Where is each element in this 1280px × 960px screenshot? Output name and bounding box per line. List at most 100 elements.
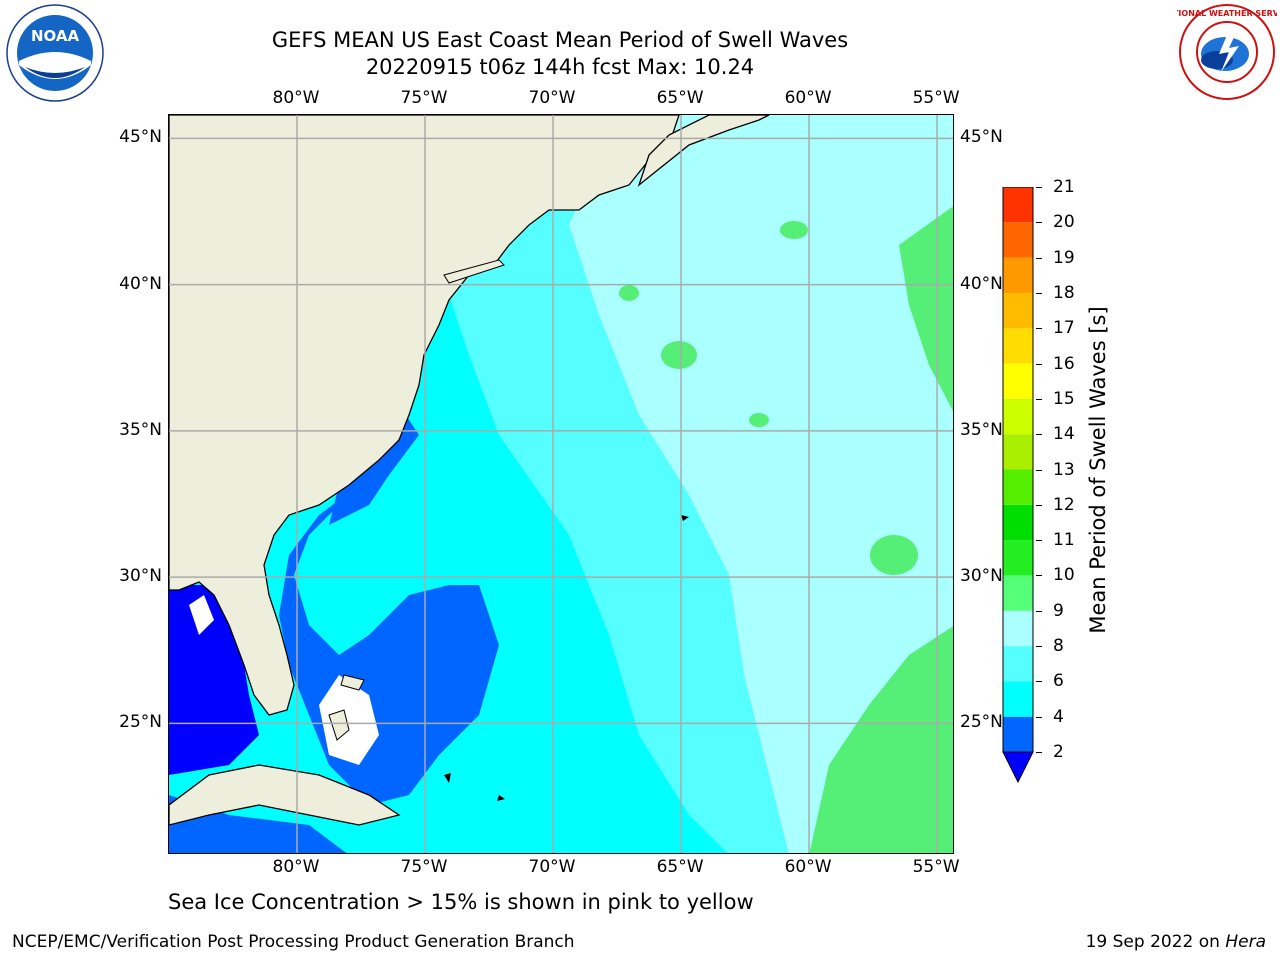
band-4-6-caribbean	[169, 795, 347, 853]
land-hispaniola-north	[497, 795, 505, 801]
map-panel	[168, 114, 954, 854]
lat-tick-left: 30°N	[119, 566, 162, 587]
colorbar-swatch	[1003, 716, 1033, 752]
colorbar-tick-mark	[1036, 610, 1042, 612]
patch-9-10-c	[780, 221, 808, 239]
colorbar-tick-mark	[1036, 469, 1042, 471]
patch-9-10-d	[619, 285, 639, 301]
colorbar-tick-label: 4	[1053, 706, 1064, 727]
colorbar-tick-mark	[1036, 752, 1042, 753]
colorbar-tick-mark	[1036, 504, 1042, 506]
lon-tick-top: 80°W	[272, 88, 320, 108]
colorbar-tick-label: 18	[1053, 282, 1075, 303]
land-long-island	[443, 259, 505, 284]
footer-date-text: 19 Sep 2022 on	[1085, 932, 1226, 952]
lat-tick-right: 45°N	[960, 127, 1003, 148]
colorbar-tick-label: 10	[1053, 565, 1075, 586]
colorbar-tick-mark	[1036, 716, 1042, 718]
lon-tick-bottom: 70°W	[528, 857, 576, 877]
colorbar-swatch	[1003, 363, 1033, 399]
band-9-10-southeast	[809, 626, 953, 853]
svg-text:NOAA: NOAA	[31, 27, 80, 45]
colorbar-swatch	[1003, 575, 1033, 611]
colorbar-tick-mark	[1036, 292, 1042, 294]
land-bahamas-andros	[328, 709, 350, 741]
patch-9-10-b	[661, 341, 697, 369]
colorbar-swatch	[1003, 610, 1033, 647]
land-nova-scotia	[637, 115, 770, 187]
patch-9-10-a	[870, 535, 918, 575]
lat-tick-left: 40°N	[119, 273, 162, 294]
colorbar-tick-label: 11	[1053, 530, 1075, 551]
lon-tick-bottom: 55°W	[912, 857, 960, 877]
patch-9-10-e	[749, 413, 769, 427]
lon-tick-top: 55°W	[912, 88, 960, 108]
footer-credit: NCEP/EMC/Verification Post Processing Pr…	[12, 932, 575, 952]
colorbar-tick-label: 6	[1053, 671, 1064, 692]
colorbar-tick-label: 13	[1053, 459, 1075, 480]
missing-data-bahamas	[319, 675, 379, 765]
colorbar-tick-label: 8	[1053, 636, 1064, 657]
colorbar-tick-mark	[1036, 681, 1042, 683]
land-bermuda	[681, 515, 689, 521]
lon-tick-top: 75°W	[400, 88, 448, 108]
missing-data-gulf	[189, 595, 214, 635]
svg-text:NATIONAL WEATHER SERVICE: NATIONAL WEATHER SERVICE	[1177, 9, 1277, 18]
nws-logo-icon: NATIONAL WEATHER SERVICE	[1161, 2, 1280, 102]
colorbar-swatch	[1003, 646, 1033, 682]
band-8-9	[569, 115, 953, 853]
colorbar-tick-mark	[1036, 434, 1042, 436]
land-turks-caicos	[444, 773, 451, 783]
colorbar-tick-label: 21	[1053, 177, 1075, 197]
colorbar-tick-label: 16	[1053, 353, 1075, 374]
colorbar-tick-label: 12	[1053, 494, 1075, 515]
lat-tick-right: 35°N	[960, 419, 1003, 440]
lat-tick-right: 30°N	[960, 566, 1003, 587]
band-9-10-northeast	[899, 206, 953, 412]
footer-host: Hera	[1225, 932, 1266, 952]
colorbar-border	[1002, 186, 1034, 753]
colorbar-tick-label: 15	[1053, 388, 1075, 409]
colorbar-tick-label: 14	[1053, 424, 1075, 445]
footer-date: 19 Sep 2022 on Hera	[1086, 932, 1266, 952]
lon-tick-top: 65°W	[656, 88, 704, 108]
colorbar-swatch	[1003, 434, 1033, 470]
lon-tick-top: 70°W	[528, 88, 576, 108]
colorbar-swatch	[1003, 540, 1033, 576]
lon-tick-bottom: 75°W	[400, 857, 448, 877]
colorbar-tick-label: 19	[1053, 247, 1075, 268]
colorbar-title: Mean Period of Swell Waves [s]	[1086, 306, 1110, 634]
colorbar-swatch	[1003, 187, 1033, 223]
colorbar-swatch	[1003, 504, 1033, 541]
colorbar-swatch	[1003, 469, 1033, 505]
lat-tick-left: 45°N	[119, 127, 162, 148]
colorbar-swatch	[1003, 328, 1033, 364]
colorbar-tick-label: 20	[1053, 212, 1075, 233]
colorbar-swatch	[1003, 681, 1033, 717]
colorbar-tick-mark	[1036, 222, 1042, 224]
colorbar-tick-mark	[1036, 187, 1042, 188]
colorbar-swatch	[1003, 222, 1033, 258]
colorbar-tick-mark	[1036, 646, 1042, 648]
colorbar-tick-mark	[1036, 257, 1042, 259]
swell-period-map	[169, 115, 953, 853]
colorbar-tick-mark	[1036, 575, 1042, 577]
colorbar-swatch	[1003, 257, 1033, 293]
noaa-logo-icon: NOAA	[5, 3, 105, 103]
lon-tick-bottom: 60°W	[784, 857, 832, 877]
colorbar-tick-label: 2	[1053, 742, 1064, 762]
colorbar-tick-label: 17	[1053, 318, 1075, 339]
colorbar	[1000, 186, 1036, 787]
lon-tick-top: 60°W	[784, 88, 832, 108]
lat-tick-right: 25°N	[960, 712, 1003, 733]
lon-tick-bottom: 65°W	[656, 857, 704, 877]
colorbar-tick-mark	[1036, 328, 1042, 330]
colorbar-extend-min	[1002, 751, 1034, 784]
colorbar-tick-mark	[1036, 363, 1042, 365]
lon-tick-bottom: 80°W	[272, 857, 320, 877]
lat-tick-left: 25°N	[119, 712, 162, 733]
colorbar-tick-label: 9	[1053, 600, 1064, 621]
colorbar-swatches	[1002, 186, 1034, 784]
land-bahamas-abaco	[340, 674, 365, 691]
map-subtitle: 20220915 t06z 144h fcst Max: 10.24	[365, 55, 755, 79]
